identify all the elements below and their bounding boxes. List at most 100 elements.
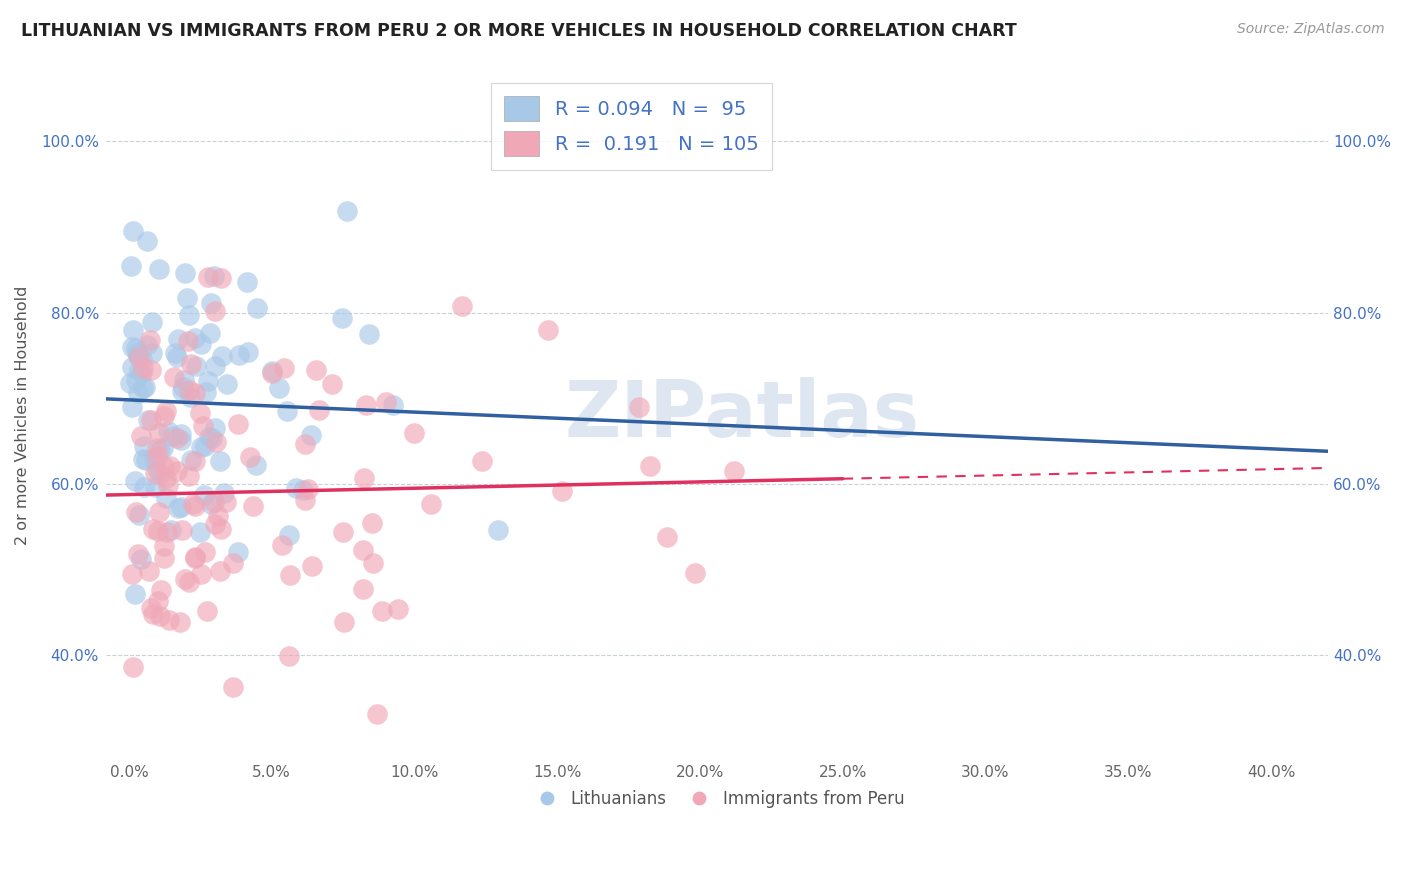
Point (141, 315, 163, 329)
Point (184, 500, 207, 514)
Y-axis label: 2 or more Vehicles in Household: 2 or more Vehicles in Household (15, 285, 30, 545)
Point (138, 564, 160, 578)
Point (238, 345, 260, 359)
Point (222, 557, 245, 571)
Point (336, 203, 359, 218)
Point (128, 363, 150, 377)
Point (165, 345, 187, 359)
Point (239, 450, 262, 464)
Point (173, 373, 195, 387)
Point (157, 425, 180, 439)
Point (179, 308, 201, 322)
Point (127, 349, 149, 363)
Point (143, 467, 166, 481)
Point (246, 301, 269, 315)
Point (121, 323, 143, 337)
Point (657, 530, 679, 544)
Point (184, 551, 207, 566)
Point (638, 459, 661, 474)
Point (141, 346, 163, 360)
Point (550, 484, 572, 499)
Point (267, 381, 290, 395)
Point (292, 483, 315, 497)
Point (235, 275, 257, 289)
Point (121, 224, 143, 238)
Point (200, 497, 222, 511)
Point (148, 426, 170, 441)
Point (139, 333, 162, 347)
Point (330, 311, 353, 326)
Point (167, 332, 190, 346)
Point (155, 471, 177, 485)
Point (297, 482, 319, 496)
Point (162, 369, 184, 384)
Point (361, 556, 384, 570)
Point (173, 572, 195, 586)
Point (628, 400, 651, 414)
Point (120, 259, 142, 273)
Point (200, 326, 222, 341)
Point (537, 322, 560, 336)
Point (202, 269, 225, 284)
Point (146, 593, 169, 607)
Point (228, 545, 250, 559)
Point (169, 615, 191, 629)
Point (197, 374, 219, 388)
Point (134, 380, 156, 394)
Point (723, 464, 745, 478)
Point (194, 439, 217, 453)
Point (209, 271, 232, 285)
Point (301, 428, 323, 442)
Point (204, 434, 226, 449)
Point (387, 602, 409, 616)
Point (128, 350, 150, 364)
Point (200, 296, 222, 310)
Point (146, 450, 169, 464)
Point (262, 367, 284, 381)
Point (159, 458, 181, 473)
Point (215, 495, 238, 509)
Point (277, 528, 299, 542)
Point (195, 604, 218, 618)
Point (162, 428, 184, 442)
Point (190, 566, 212, 581)
Point (179, 391, 201, 405)
Point (201, 431, 224, 445)
Point (128, 508, 150, 522)
Point (245, 458, 267, 472)
Point (125, 345, 148, 359)
Point (209, 522, 232, 536)
Point (308, 403, 330, 417)
Point (167, 501, 190, 516)
Point (352, 542, 374, 557)
Point (211, 349, 233, 363)
Point (228, 348, 250, 362)
Point (132, 452, 155, 467)
Point (207, 508, 229, 523)
Point (333, 615, 356, 629)
Point (683, 566, 706, 580)
Point (170, 426, 193, 441)
Point (155, 491, 177, 506)
Point (148, 505, 170, 519)
Point (271, 538, 294, 552)
Point (166, 350, 188, 364)
Point (132, 438, 155, 452)
Point (190, 441, 212, 455)
Point (155, 403, 177, 417)
Point (122, 660, 145, 674)
Point (202, 495, 225, 509)
Point (153, 458, 176, 473)
Point (193, 488, 215, 502)
Point (359, 327, 381, 342)
Point (143, 452, 166, 467)
Point (153, 539, 176, 553)
Point (188, 406, 211, 420)
Point (139, 413, 162, 427)
Text: ZIPatlas: ZIPatlas (564, 377, 920, 453)
Point (184, 359, 207, 373)
Point (194, 384, 217, 399)
Point (152, 441, 174, 455)
Point (209, 564, 232, 578)
Point (332, 524, 354, 539)
